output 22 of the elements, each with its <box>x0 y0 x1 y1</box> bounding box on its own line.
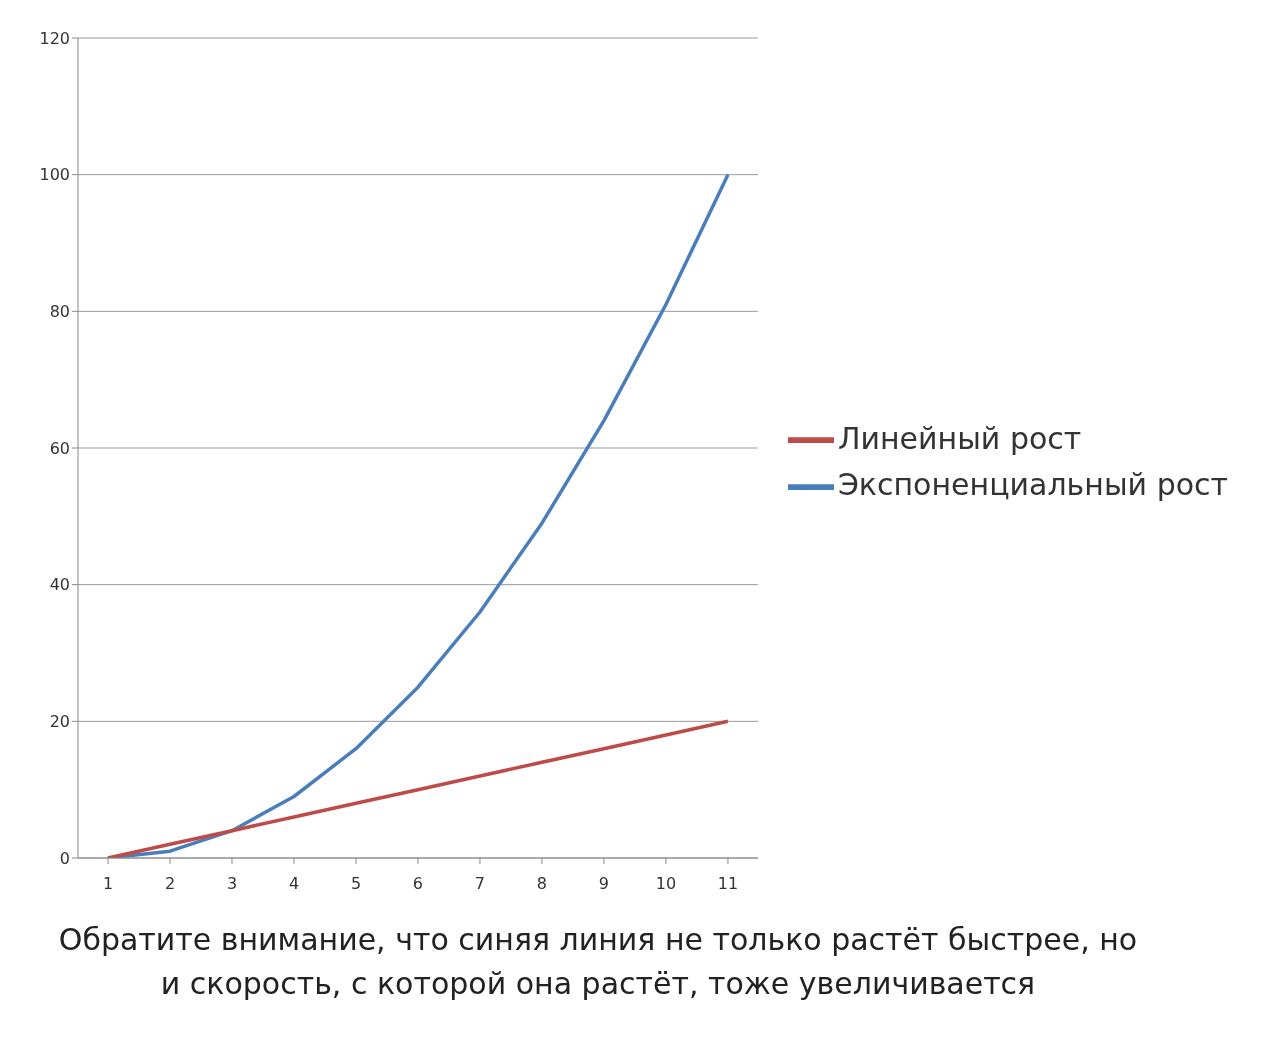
y-tick-label: 120 <box>39 28 70 48</box>
line-series <box>106 719 730 858</box>
y-tick-label: 80 <box>49 302 70 322</box>
x-tick-label: 9 <box>598 874 610 894</box>
y-tick-label: 100 <box>39 165 70 185</box>
x-tick-label: 5 <box>350 874 362 894</box>
y-tick-label: 0 <box>59 848 70 868</box>
x-tick-label: 8 <box>536 874 548 894</box>
x-tick-label: 6 <box>412 874 424 894</box>
y-tick-label: 60 <box>49 438 70 458</box>
text: Обратите внимание, что синяя линия не только растёт быстрее, но и скорость, с которой она растёт, тоже увеличивается <box>57 921 1139 1003</box>
x-tick-label: 4 <box>288 874 300 894</box>
legend-label: Линейный рост <box>837 420 1082 456</box>
x-tick-label: 1 <box>102 874 114 894</box>
x-tick-label: 2 <box>164 874 176 894</box>
x-tick-label: 3 <box>226 874 238 894</box>
x-tick-label: 10 <box>655 874 677 894</box>
x-tick-label: 7 <box>474 874 486 894</box>
y-tick-label: 20 <box>49 712 70 732</box>
legend-label: Экспоненциальный рост <box>837 467 1228 502</box>
y-tick-label: 40 <box>49 575 70 595</box>
x-tick-label: 11 <box>717 874 739 894</box>
